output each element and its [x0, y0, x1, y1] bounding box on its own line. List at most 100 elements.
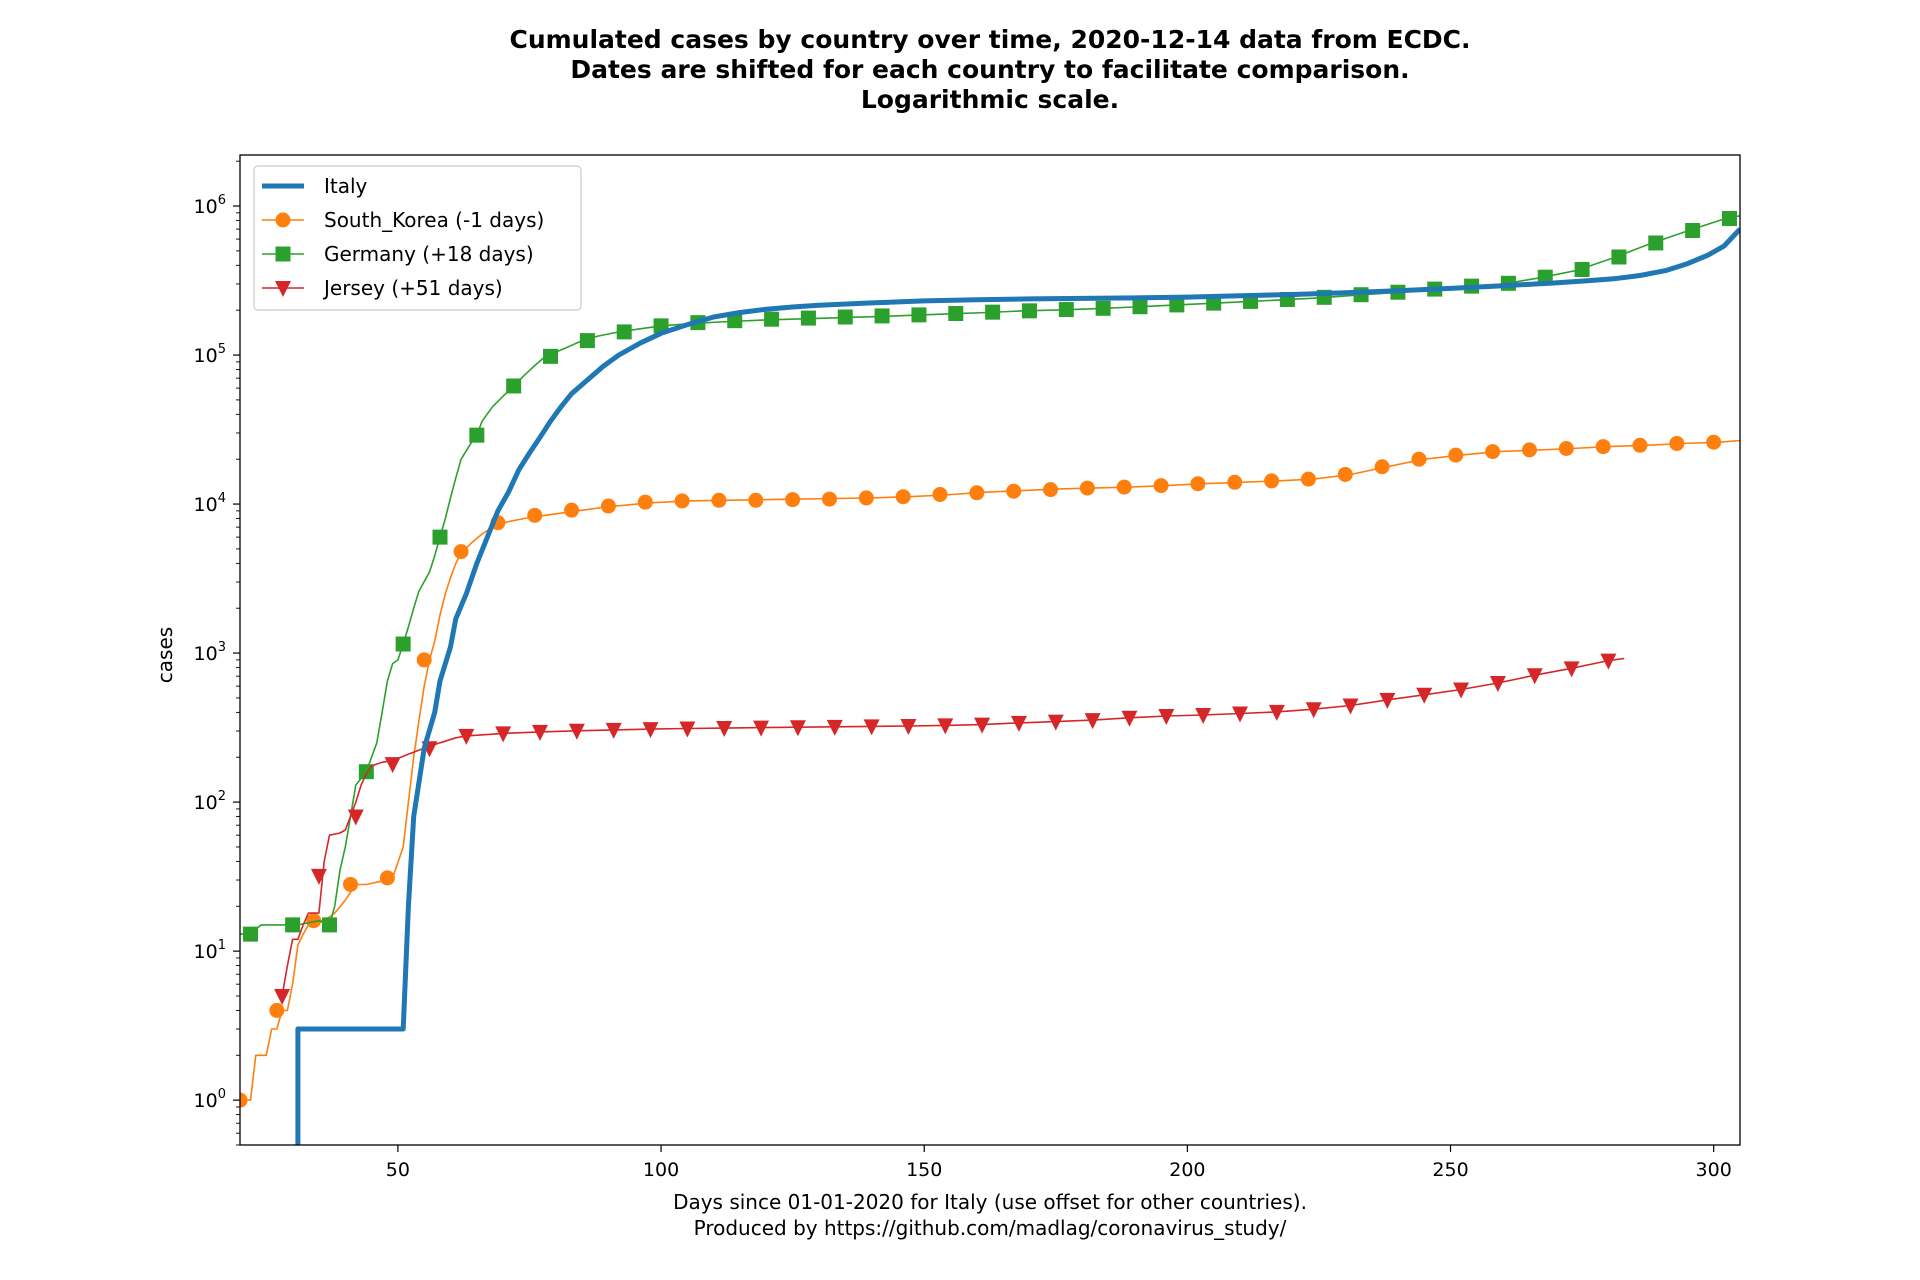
y-axis-label: cases [153, 627, 177, 683]
data-point-jersey-51-days [900, 719, 917, 736]
y-tick-label: 104 [194, 491, 226, 516]
data-point-germany-18-days [321, 917, 337, 933]
data-point-jersey-51-days [310, 868, 327, 885]
data-point-germany-18-days [243, 926, 259, 942]
data-point-jersey-51-days [1047, 714, 1064, 731]
data-point-jersey-51-days [1453, 682, 1470, 699]
data-point-south-korea-1-days [1632, 437, 1648, 453]
data-point-jersey-51-days [1489, 675, 1506, 692]
data-point-germany-18-days [837, 309, 853, 325]
x-axis-label-line-1: Days since 01-01-2020 for Italy (use off… [673, 1190, 1307, 1214]
data-point-south-korea-1-days [785, 492, 801, 508]
data-point-germany-18-days [1058, 302, 1074, 318]
data-point-south-korea-1-days [453, 544, 469, 560]
x-tick-label: 250 [1432, 1159, 1468, 1181]
data-point-south-korea-1-days [269, 1002, 285, 1018]
data-point-germany-18-days [616, 324, 632, 340]
data-point-jersey-51-days [605, 722, 622, 739]
data-point-jersey-51-days [495, 726, 512, 743]
data-point-south-korea-1-days [379, 870, 395, 886]
data-point-jersey-51-days [937, 718, 954, 735]
data-point-germany-18-days [874, 308, 890, 324]
legend-label: South_Korea (-1 days) [324, 208, 544, 232]
data-point-germany-18-days [543, 348, 559, 364]
data-point-south-korea-1-days [1300, 471, 1316, 487]
data-point-south-korea-1-days [600, 498, 616, 514]
data-point-south-korea-1-days [637, 494, 653, 510]
legend-item-germany-18-days: Germany (+18 days) [262, 242, 534, 266]
data-point-jersey-51-days [1563, 661, 1580, 678]
data-point-south-korea-1-days [306, 913, 322, 929]
data-point-south-korea-1-days [674, 493, 690, 509]
data-point-jersey-51-days [1010, 715, 1027, 732]
data-point-south-korea-1-days [1485, 444, 1501, 460]
data-point-germany-18-days [800, 310, 816, 326]
data-point-germany-18-days [1169, 297, 1185, 313]
data-point-south-korea-1-days [1337, 466, 1353, 482]
data-point-jersey-51-days [1600, 653, 1617, 670]
data-point-germany-18-days [1685, 223, 1701, 239]
data-point-germany-18-days [432, 529, 448, 545]
data-point-jersey-51-days [1379, 692, 1396, 709]
data-point-south-korea-1-days [748, 492, 764, 508]
data-point-germany-18-days [1021, 303, 1037, 319]
y-tick-label: 105 [194, 342, 226, 367]
data-point-south-korea-1-days [1595, 439, 1611, 455]
data-point-south-korea-1-days [1411, 451, 1427, 467]
data-point-south-korea-1-days [1521, 442, 1537, 458]
data-point-south-korea-1-days [1043, 482, 1059, 498]
data-point-south-korea-1-days [1669, 435, 1685, 451]
y-tick-label: 101 [194, 938, 226, 963]
data-point-jersey-51-days [568, 723, 585, 740]
data-point-south-korea-1-days [821, 491, 837, 507]
series-line-italy [295, 227, 1740, 1145]
x-tick-label: 300 [1696, 1159, 1732, 1181]
legend-item-italy: Italy [262, 174, 368, 198]
series-italy [295, 227, 1740, 1145]
data-point-jersey-51-days [753, 720, 770, 737]
data-point-germany-18-days [764, 311, 780, 327]
y-tick-label: 106 [194, 193, 226, 218]
legend: Italy South_Korea (-1 days) Germany (+18 d… [253, 165, 582, 311]
x-tick-label: 200 [1169, 1159, 1205, 1181]
data-point-germany-18-days [1574, 262, 1590, 278]
data-point-jersey-51-days [1416, 687, 1433, 704]
data-point-germany-18-days [1721, 210, 1737, 226]
legend-label: Italy [324, 174, 368, 198]
data-point-south-korea-1-days [1706, 434, 1722, 450]
data-point-south-korea-1-days [240, 1092, 248, 1108]
data-point-germany-18-days [985, 304, 1001, 320]
data-point-jersey-51-days [974, 717, 991, 734]
data-point-south-korea-1-days [1448, 447, 1464, 463]
data-point-jersey-51-days [826, 719, 843, 736]
data-point-jersey-51-days [863, 719, 880, 736]
data-point-germany-18-days [285, 917, 301, 933]
x-axis-label-line-2: Produced by https://github.com/madlag/co… [694, 1216, 1287, 1240]
y-tick-label: 103 [194, 640, 226, 665]
data-point-jersey-51-days [1084, 713, 1101, 730]
data-point-south-korea-1-days [527, 507, 543, 523]
series-jersey-51-days [274, 653, 1625, 1005]
data-point-germany-18-days [1132, 299, 1148, 315]
data-point-germany-18-days [579, 333, 595, 349]
data-point-jersey-51-days [716, 721, 733, 738]
legend-box [253, 165, 582, 311]
data-point-germany-18-days [469, 427, 485, 443]
data-point-jersey-51-days [679, 721, 696, 738]
x-tick-label: 100 [643, 1159, 679, 1181]
data-point-jersey-51-days [789, 720, 806, 737]
data-point-south-korea-1-days [1116, 479, 1132, 495]
series-south-korea-1-days [240, 434, 1740, 1108]
data-point-jersey-51-days [1342, 698, 1359, 715]
data-point-germany-18-days [948, 306, 964, 322]
chart-title-line-3: Logarithmic scale. [861, 85, 1119, 114]
data-point-south-korea-1-days [1153, 478, 1169, 494]
data-point-germany-18-days [506, 378, 522, 394]
data-point-jersey-51-days [1195, 708, 1212, 725]
x-tick-label: 150 [906, 1159, 942, 1181]
data-point-south-korea-1-days [343, 876, 359, 892]
data-point-jersey-51-days [1305, 702, 1322, 719]
y-axis: 100 101 102 103 104 105 106 [194, 160, 240, 1146]
legend-marker [275, 212, 291, 228]
